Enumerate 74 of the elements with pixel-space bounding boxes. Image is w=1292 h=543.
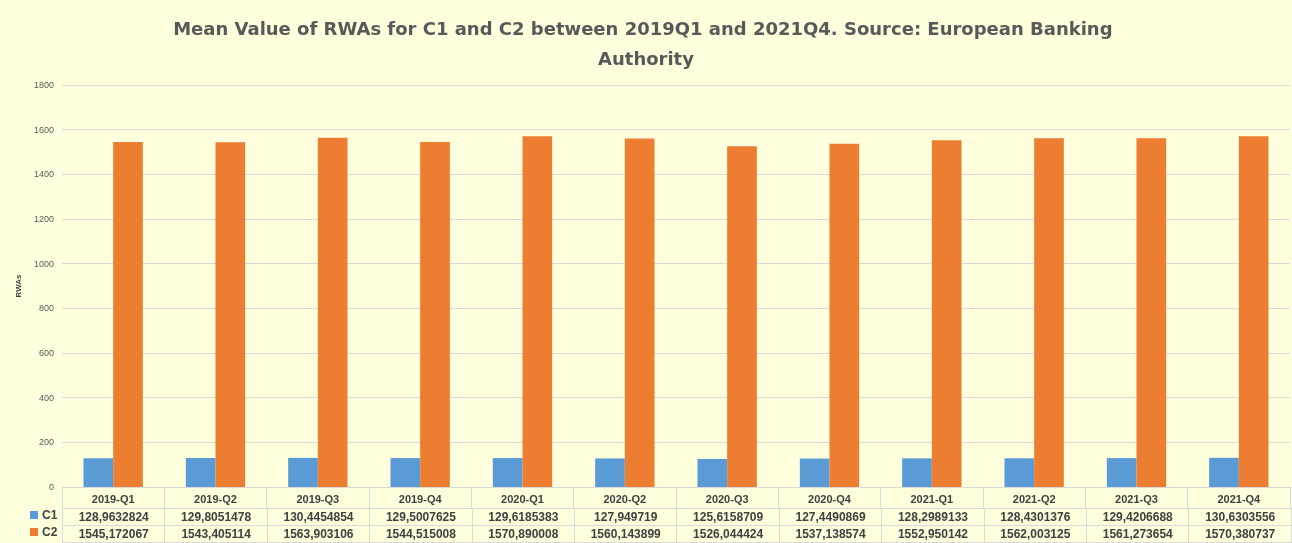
x-tick-label: 2019-Q2 [194, 492, 237, 505]
data-label: 1563,903106 [267, 525, 370, 543]
x-tick-label: 2021-Q2 [1012, 492, 1056, 505]
data-label: 127,949719 [574, 508, 677, 526]
bar [1238, 136, 1269, 487]
y-tick-label: 1000 [33, 258, 54, 269]
bar [113, 141, 143, 487]
data-label: 1570,890008 [472, 525, 575, 543]
data-label: 1562,003125 [984, 525, 1087, 543]
bar [697, 458, 728, 487]
bar [522, 136, 553, 487]
data-label: 129,8051478 [164, 508, 268, 526]
y-tick-label: 200 [38, 437, 54, 448]
y-tick-label: 600 [38, 348, 54, 358]
data-label: 1543,405114 [164, 525, 268, 543]
legend-label: C2 [41, 525, 58, 539]
bar [902, 458, 932, 487]
x-tick-label: 2020-Q3 [705, 492, 749, 505]
data-label: 129,4206688 [1086, 508, 1189, 526]
data-label: 1552,950142 [881, 525, 985, 543]
y-tick-label: 1400 [33, 169, 54, 180]
bar [931, 140, 962, 487]
y-tick-label: 400 [38, 392, 54, 403]
bar [829, 143, 860, 487]
y-tick-label: 800 [38, 303, 54, 314]
bar [185, 458, 216, 487]
bar [215, 142, 246, 487]
bar [727, 146, 757, 487]
data-label: 1561,273654 [1086, 525, 1189, 543]
data-label: 1544,515008 [369, 525, 473, 543]
data-label: 128,2989133 [881, 508, 985, 526]
bar [1136, 138, 1167, 487]
bar [1034, 138, 1064, 487]
x-tick-label: 2021-Q1 [910, 492, 954, 505]
bar [288, 457, 318, 487]
x-tick-label: 2021-Q3 [1115, 492, 1158, 505]
bar [799, 458, 830, 487]
data-label: 130,4454854 [267, 508, 370, 526]
x-tick-label: 2020-Q2 [603, 492, 647, 505]
x-tick-label: 2019-Q4 [398, 492, 443, 505]
bar [1004, 458, 1035, 487]
x-tick-label: 2019-Q3 [296, 492, 340, 505]
data-label: 1560,143899 [574, 525, 677, 543]
x-tick-label: 2020-Q4 [808, 492, 852, 505]
data-label: 127,4490869 [779, 508, 882, 526]
bar [390, 458, 421, 487]
y-axis-title: RWAs [13, 273, 23, 298]
bar [1106, 458, 1137, 487]
data-label: 128,4301376 [984, 508, 1087, 526]
x-tick-label: 2019-Q1 [91, 492, 135, 505]
y-tick-label: 1800 [33, 80, 54, 90]
y-tick-label: 1200 [33, 214, 54, 224]
data-label: 129,6185383 [472, 508, 575, 526]
bar [1209, 457, 1239, 487]
bar [317, 137, 348, 487]
bar [83, 458, 114, 487]
data-label: 1526,044424 [676, 525, 780, 543]
data-label: 128,9632824 [62, 508, 165, 526]
bar [420, 142, 450, 487]
chart-title: Mean Value of RWAs for C1 and C2 between 2019Q1 and 2021Q4. Source: European Banking Authority [173, 17, 1119, 69]
data-label: 1570,380737 [1188, 525, 1292, 543]
data-label: 1537,138574 [779, 525, 882, 543]
x-tick-label: 2020-Q1 [501, 492, 544, 505]
y-tick-label: 1600 [33, 124, 54, 135]
legend-label: C1 [41, 508, 58, 522]
data-label: 130,6303556 [1188, 508, 1292, 526]
data-label: 1545,172067 [62, 525, 165, 543]
bar [595, 458, 625, 487]
data-label: 129,5007625 [369, 508, 473, 526]
data-label: 125,6158709 [676, 508, 780, 526]
y-tick-label: 0 [48, 482, 54, 492]
bar [624, 138, 655, 487]
x-tick-label: 2021-Q4 [1217, 492, 1262, 505]
bar [492, 458, 523, 487]
